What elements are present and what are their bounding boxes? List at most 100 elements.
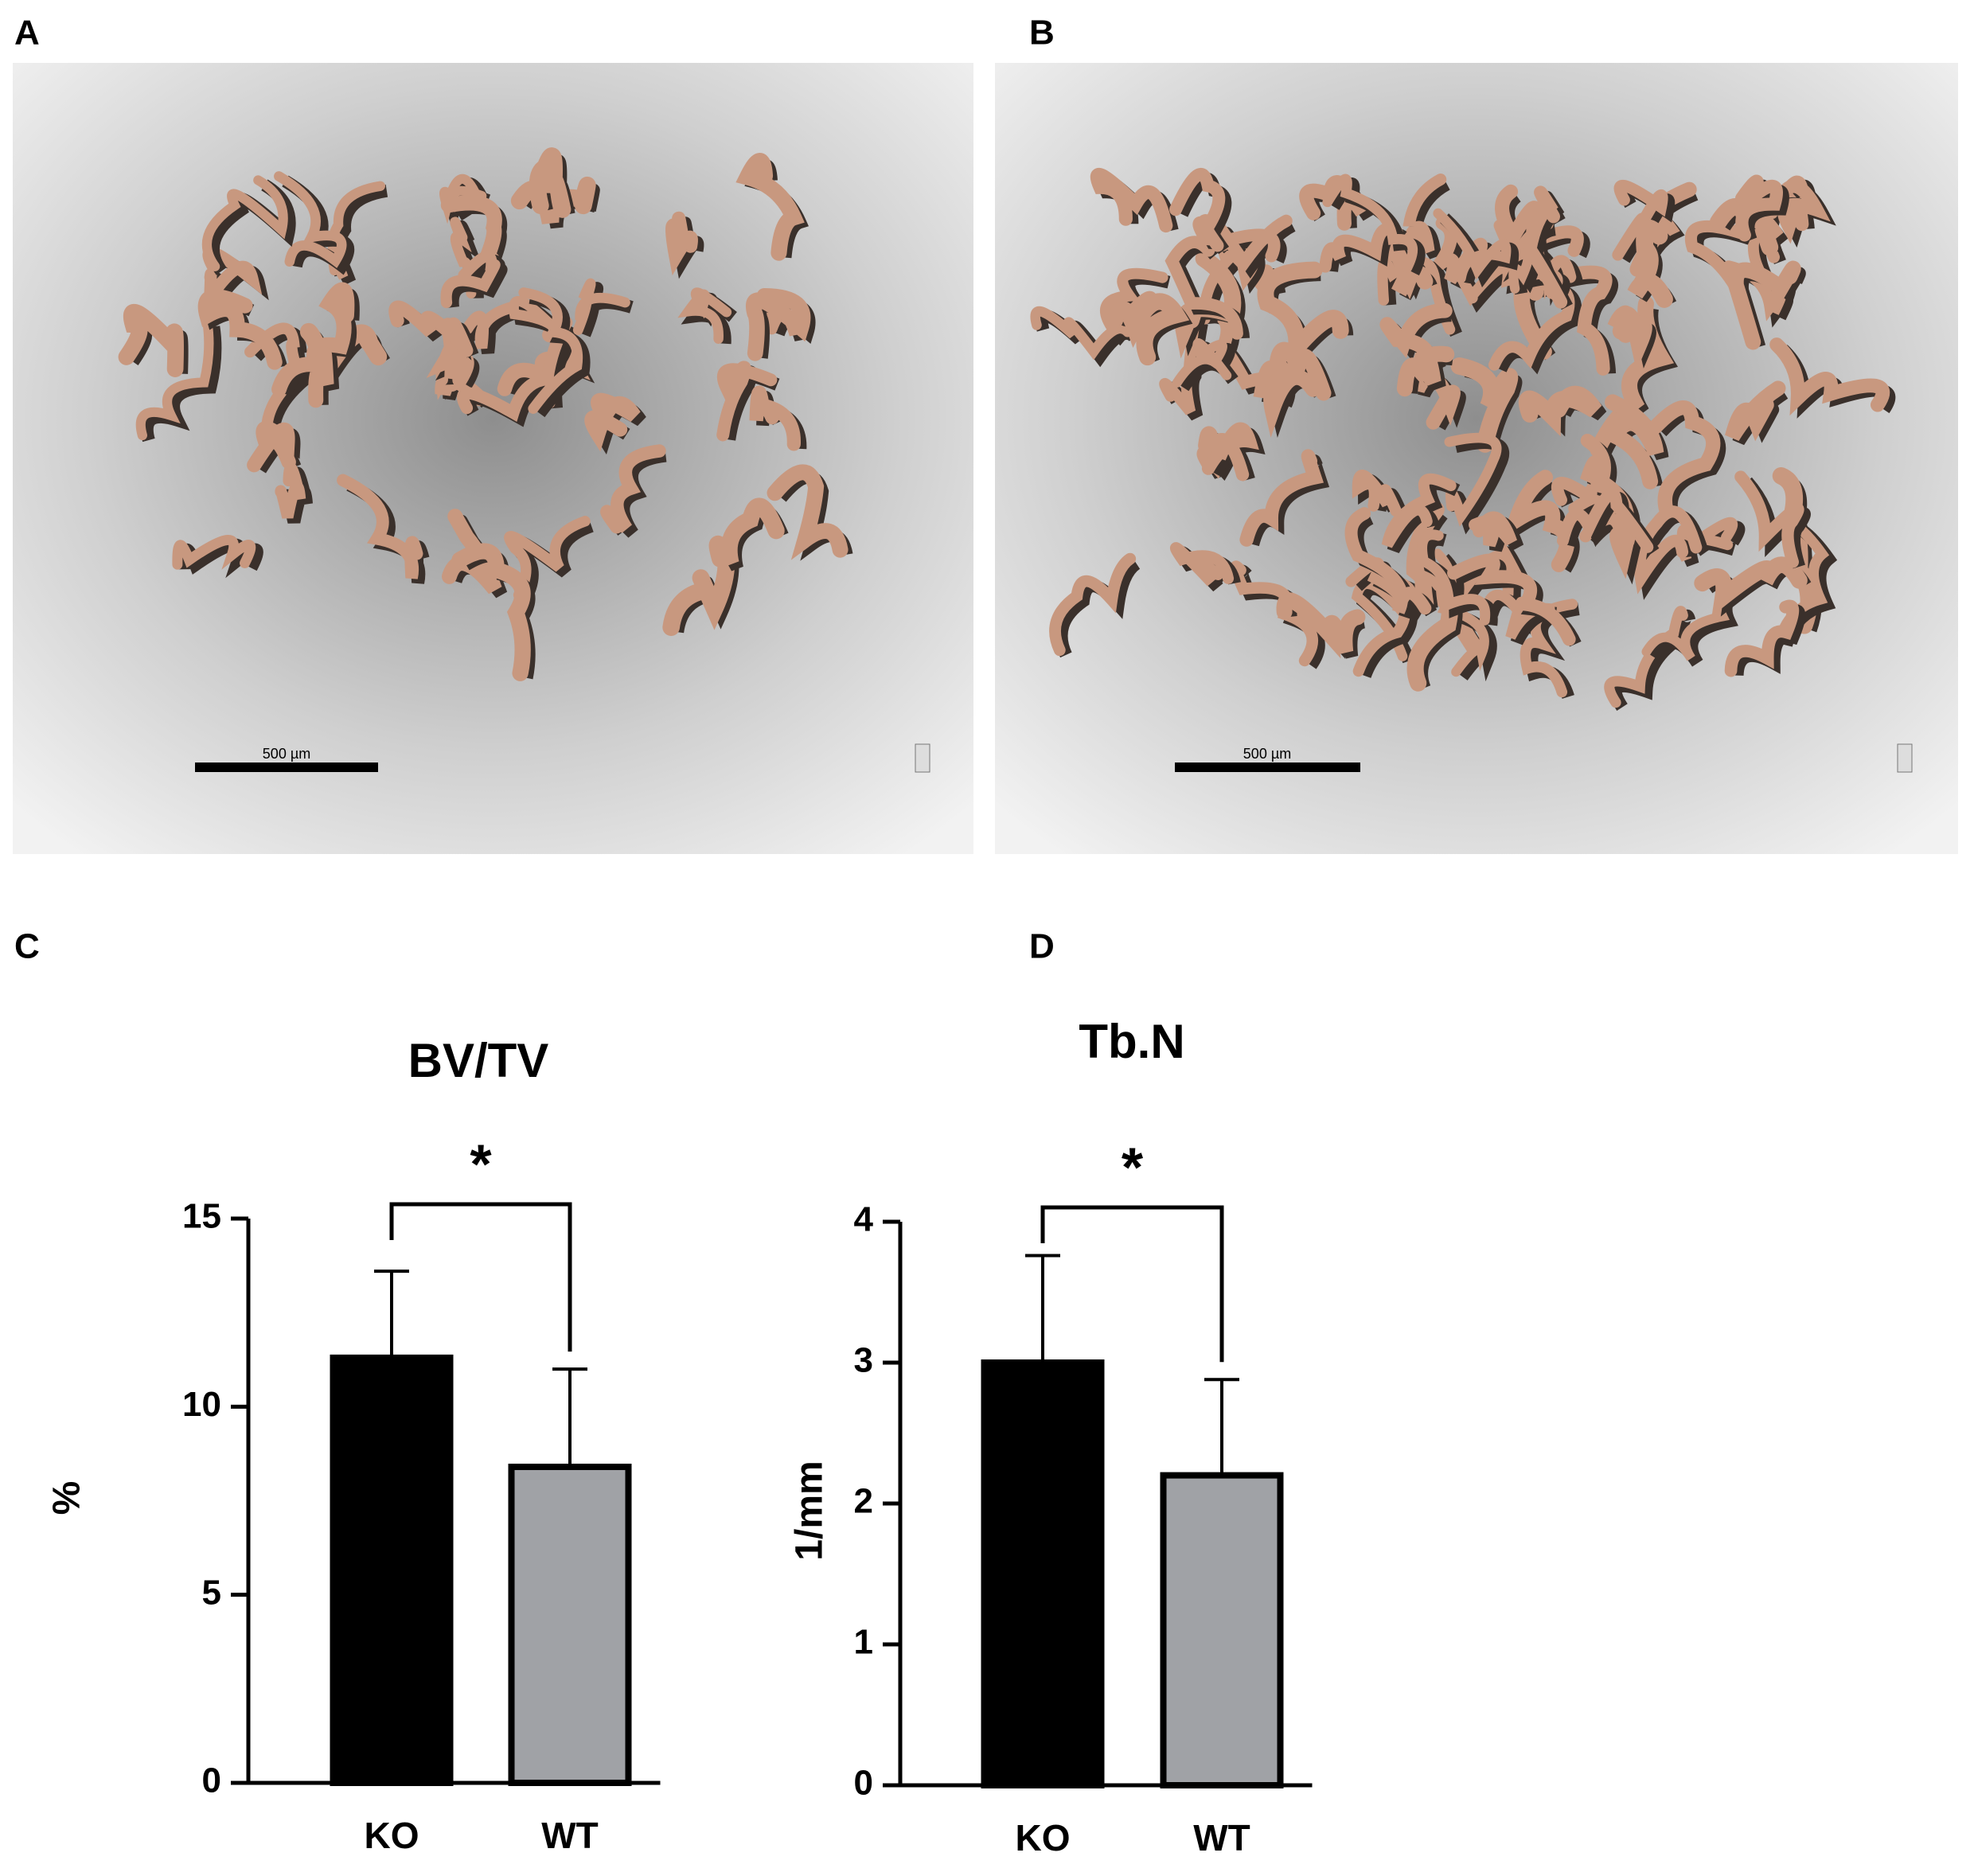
bar [1160,1472,1284,1788]
trabecula [388,300,474,357]
panel-label: B [1029,14,1055,53]
trabecula [1169,542,1235,587]
trabecula [1604,606,1688,708]
trabecula [440,250,501,309]
scale-bar-label: 500 µm [263,746,310,762]
scale-bar [195,762,378,772]
trabecula [1253,341,1306,400]
trabecula [1322,174,1418,273]
bar [330,1354,454,1787]
trabecula [1518,385,1602,437]
trabecula [1728,260,1801,350]
trabecula [1030,306,1133,361]
panel-label: A [14,14,40,53]
bar [981,1359,1105,1788]
x-tick-label: WT [1193,1817,1250,1858]
trabecula-shadow [140,326,222,443]
trabecula [274,171,347,268]
y-tick-label: 3 [854,1341,873,1380]
trabecula [1276,592,1366,659]
bone-structure-b [1030,167,1896,711]
y-tick-label: 10 [182,1385,221,1424]
trabecula [716,361,778,442]
image-b-background [995,63,1958,854]
trabecula [197,289,283,370]
trabecula [584,392,641,452]
trabecula [735,153,805,261]
trabecula [271,346,334,408]
chart-title: Tb.N [1079,1015,1184,1068]
trabecula [749,385,801,451]
trabecula [518,287,583,414]
trabecula [677,287,732,345]
trabecula [600,444,666,534]
trabecula [1172,338,1232,388]
chart-title: BV/TV [408,1034,549,1087]
trabecula [275,462,306,519]
x-tick-label: KO [365,1815,419,1856]
trabecula [1734,174,1783,242]
trabecula [1694,556,1808,617]
y-tick-label: 4 [854,1200,874,1239]
trabecula [426,318,474,388]
trabecula [1547,265,1613,376]
significance-label: * [1122,1136,1144,1198]
trabecula [1725,380,1786,442]
x-tick-label: WT [541,1815,599,1856]
trabecula [1401,174,1447,255]
trabecula [1433,208,1512,283]
trabecula [1169,168,1226,252]
trabecula [201,175,288,271]
y-tick-label: 0 [202,1761,221,1800]
y-axis-label: % [46,1481,88,1515]
y-axis-label: 1/mm [789,1461,831,1560]
trabecula [708,497,785,567]
trabecula [1239,449,1324,547]
y-tick-label: 0 [854,1764,873,1803]
trabecula [1090,167,1173,233]
y-tick-label: 5 [202,1573,221,1612]
trabecula [1447,553,1576,646]
significance-bracket [1040,1205,1224,1363]
trabecula [1450,357,1519,453]
trabecula [1724,599,1800,677]
trabecula [529,147,572,218]
y-tick-label: 1 [854,1623,873,1662]
trabecula [572,278,630,335]
trabecula [1769,337,1890,416]
trabecula [1627,220,1673,308]
panel-label: D [1029,927,1055,966]
trabecula [1352,470,1402,517]
trabecula [118,303,184,377]
trabecula [1556,487,1654,553]
trabecula [1319,222,1403,273]
significance-label: * [470,1133,492,1195]
orientation-icon [915,743,930,773]
trabecula [1607,305,1652,372]
trabecula [1344,507,1432,615]
trabecula [135,317,214,441]
trabecula [1106,293,1190,366]
y-tick-label: 2 [854,1482,873,1521]
trabecula [662,544,735,636]
trabecula [1417,529,1491,626]
panel-label: C [14,927,40,966]
trabecula [1263,348,1332,438]
trabecula [1469,511,1517,548]
trabecula [451,543,531,681]
trabecula [247,421,296,473]
bar [508,1463,632,1786]
trabecula [306,282,355,379]
y-tick-label: 15 [182,1197,221,1236]
scale-bar-label: 500 µm [1243,746,1291,762]
trabecula [1648,400,1721,516]
bone-structure-a [118,147,853,681]
trabecula [1049,552,1137,657]
trabecula [767,464,849,560]
trabecula [457,316,573,422]
trabecula [1434,216,1488,285]
trabecula [244,322,306,441]
orientation-icon [1897,743,1913,773]
image-a-background [13,63,973,854]
